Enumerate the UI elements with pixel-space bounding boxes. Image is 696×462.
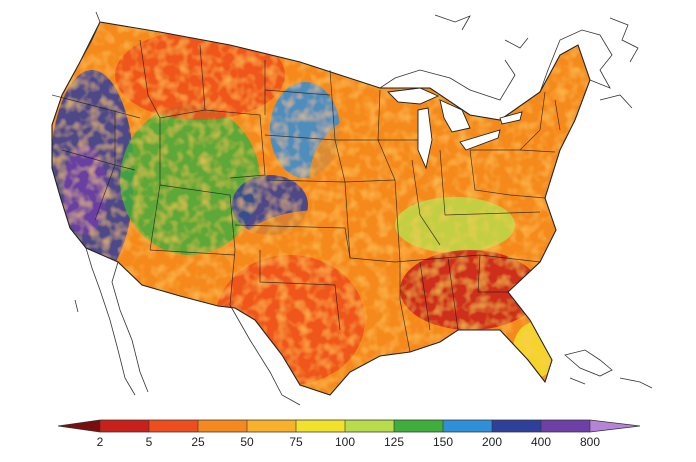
colorbar-tick-label: 200 — [482, 435, 502, 449]
colorbar-tick-label: 50 — [240, 435, 254, 449]
colorbar-tick-label: 2 — [97, 435, 104, 449]
colorbar-ticks: 2 5 25 50 75 100 125 150 200 400 800 — [97, 420, 600, 449]
conus-outline — [51, 21, 591, 396]
great-lakes — [387, 87, 523, 170]
colorbar-tick-label: 400 — [531, 435, 551, 449]
colorbar-bin — [443, 420, 493, 432]
colorbar-bin — [198, 420, 248, 432]
colorbar-arrow-low — [58, 420, 100, 432]
colorbar-arrow-high — [590, 420, 640, 432]
surrounding-outlines — [74, 11, 653, 406]
colorbar-bin — [149, 420, 199, 432]
colorbar-bins — [58, 420, 640, 432]
colorbar-tick-label: 75 — [289, 435, 303, 449]
colorbar-tick-label: 150 — [433, 435, 453, 449]
colorbar-bin — [100, 420, 150, 432]
colorbar-tick-label: 800 — [580, 435, 600, 449]
state-boundaries — [51, 39, 561, 353]
colorbar-bin — [345, 420, 395, 432]
colorbar-bin — [541, 420, 591, 432]
colorbar-bin — [296, 420, 346, 432]
colorbar-tick-label: 25 — [191, 435, 205, 449]
colorbar-bin — [492, 420, 542, 432]
colorbar-bin — [247, 420, 297, 432]
precip-region-sierra-wet — [63, 145, 107, 235]
colorbar-tick-label: 5 — [146, 435, 153, 449]
colorbar-tick-label: 125 — [384, 435, 404, 449]
precip-region-southeast — [400, 250, 540, 330]
precip-region-ohio-valley — [395, 197, 515, 253]
colorbar-bin — [394, 420, 444, 432]
colorbar-tick-label: 100 — [335, 435, 355, 449]
precip-region-northern-rockies — [115, 30, 285, 120]
